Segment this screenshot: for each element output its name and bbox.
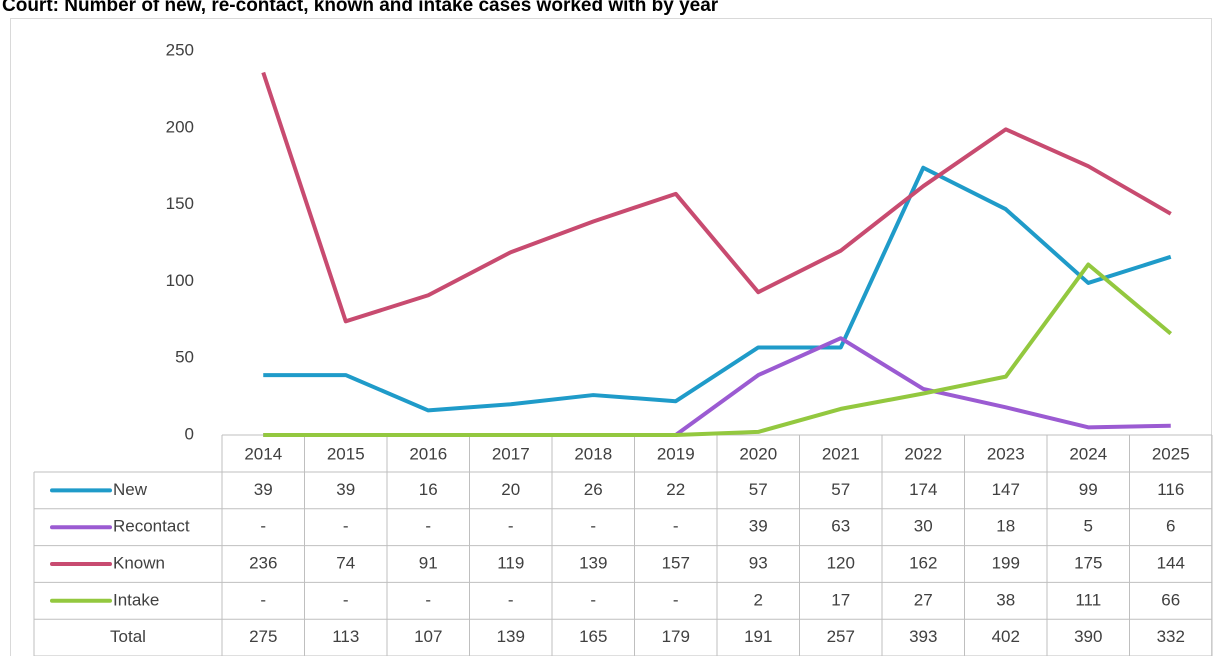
table-value: 139 — [579, 553, 607, 572]
table-value: 139 — [497, 627, 525, 646]
x-tick-label: 2025 — [1152, 444, 1190, 463]
table-value: - — [343, 517, 349, 536]
table-value: 236 — [249, 553, 277, 572]
table-value: 402 — [992, 627, 1020, 646]
table-value: 2 — [754, 590, 763, 609]
series-line — [263, 336, 1171, 437]
x-tick-label: 2019 — [657, 444, 695, 463]
x-tick-label: 2015 — [327, 444, 365, 463]
table-value: 22 — [666, 480, 685, 499]
table-value: - — [508, 517, 514, 536]
table-value: 16 — [419, 480, 438, 499]
table-value: 175 — [1074, 553, 1102, 572]
x-tick-label: 2016 — [409, 444, 447, 463]
table-value: - — [673, 590, 679, 609]
y-tick-label: 100 — [166, 271, 194, 290]
x-tick-label: 2020 — [739, 444, 777, 463]
table-value: 116 — [1157, 480, 1184, 499]
table-value: 179 — [662, 627, 690, 646]
chart-frame — [10, 18, 1212, 656]
chart-title: Court: Number of new, re-contact, known … — [2, 0, 719, 16]
table-value: - — [425, 517, 431, 536]
table-value: 30 — [914, 517, 933, 536]
table-value: 199 — [992, 553, 1020, 572]
table-value: 165 — [579, 627, 607, 646]
y-tick-label: 0 — [185, 424, 194, 443]
table-value: 18 — [996, 517, 1015, 536]
table-value: 57 — [831, 480, 850, 499]
table-value: 27 — [914, 590, 933, 609]
table-value: - — [343, 590, 349, 609]
table-value: 63 — [831, 517, 850, 536]
table-value: 107 — [414, 627, 442, 646]
table-value: 174 — [909, 480, 937, 499]
table-value: 17 — [831, 590, 850, 609]
table-value: 111 — [1075, 590, 1101, 609]
legend-label: New — [113, 480, 148, 499]
x-tick-label: 2014 — [244, 444, 282, 463]
table-value: 99 — [1079, 480, 1098, 499]
table-value: 39 — [254, 480, 273, 499]
y-tick-label: 200 — [166, 117, 194, 136]
table-value: 119 — [497, 553, 524, 572]
table-value: 162 — [909, 553, 937, 572]
table-value: 39 — [336, 480, 355, 499]
table-value: 257 — [827, 627, 855, 646]
table-value: 144 — [1157, 553, 1185, 572]
series-line — [263, 165, 1172, 413]
table-value: 39 — [749, 517, 768, 536]
table-value: - — [590, 590, 596, 609]
table-value: - — [508, 590, 514, 609]
table-value: 26 — [584, 480, 603, 499]
table-value: 20 — [501, 480, 520, 499]
total-label: Total — [110, 627, 146, 646]
table-value: 157 — [662, 553, 690, 572]
x-tick-label: 2024 — [1069, 444, 1107, 463]
table-value: 147 — [992, 480, 1020, 499]
series-line — [263, 262, 1173, 437]
table-value: 5 — [1084, 517, 1093, 536]
table-value: 332 — [1157, 627, 1185, 646]
series-line — [261, 71, 1172, 324]
table-value: 66 — [1161, 590, 1180, 609]
x-tick-label: 2018 — [574, 444, 612, 463]
table-value: 275 — [249, 627, 277, 646]
y-tick-label: 50 — [175, 348, 194, 367]
table-value: - — [425, 590, 431, 609]
table-value: 113 — [332, 627, 359, 646]
table-value: 74 — [336, 553, 355, 572]
x-tick-label: 2022 — [904, 444, 942, 463]
table-value: - — [673, 517, 679, 536]
table-value: - — [590, 517, 596, 536]
table-value: 191 — [744, 627, 772, 646]
y-tick-label: 150 — [166, 194, 194, 213]
table-value: 57 — [749, 480, 768, 499]
table-value: - — [260, 517, 266, 536]
legend-label: Intake — [113, 590, 159, 609]
table-value: 91 — [419, 553, 438, 572]
x-tick-label: 2021 — [822, 444, 860, 463]
table-value: 393 — [909, 627, 937, 646]
table-value: 120 — [827, 553, 855, 572]
legend-label: Known — [113, 553, 165, 572]
y-tick-label: 250 — [166, 40, 194, 59]
table-value: 390 — [1074, 627, 1102, 646]
table-value: 93 — [749, 553, 768, 572]
x-tick-label: 2023 — [987, 444, 1025, 463]
table-value: 38 — [996, 590, 1015, 609]
x-tick-label: 2017 — [492, 444, 530, 463]
table-value: 6 — [1166, 517, 1175, 536]
legend-label: Recontact — [113, 517, 190, 536]
table-value: - — [260, 590, 266, 609]
